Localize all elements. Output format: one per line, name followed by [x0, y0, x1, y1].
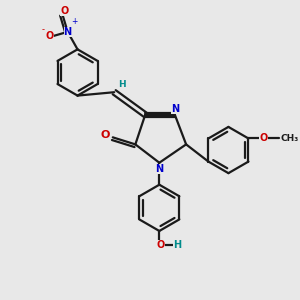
Text: -: -: [42, 26, 45, 34]
Text: O: O: [157, 240, 165, 250]
Text: O: O: [100, 130, 110, 140]
Text: O: O: [60, 6, 68, 16]
Text: H: H: [173, 240, 181, 250]
Text: CH₃: CH₃: [280, 134, 299, 143]
Text: N: N: [64, 27, 72, 37]
Text: N: N: [171, 103, 179, 114]
Text: O: O: [46, 31, 54, 41]
Text: N: N: [155, 164, 163, 174]
Text: H: H: [118, 80, 126, 89]
Text: +: +: [71, 17, 78, 26]
Text: O: O: [260, 134, 268, 143]
